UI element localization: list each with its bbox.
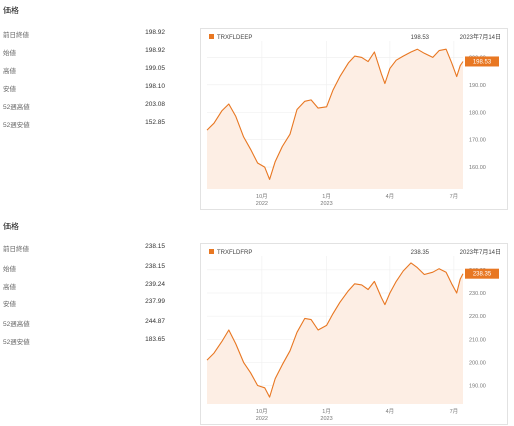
stat-label: 52週高値: [3, 104, 30, 111]
price-panel-1: 価格 前日終値 198.92 始値 198.92 高値 199.05 安値 19…: [3, 6, 508, 210]
current-price-tag: [465, 268, 499, 279]
y-tick-label: 190.00: [469, 384, 486, 390]
stat-value: 198.92: [145, 47, 165, 54]
stat-label: 高値: [3, 68, 16, 75]
x-tick-year: 2022: [256, 416, 268, 422]
y-tick-label: 230.00: [469, 291, 486, 297]
stat-value: 239.24: [145, 281, 165, 288]
section-title: 価格: [3, 222, 19, 231]
x-tick-month: 1月: [322, 193, 331, 200]
stat-row-prev-close: 前日終値 198.92: [3, 29, 165, 41]
x-tick-month: 4月: [386, 193, 395, 200]
stat-row-low: 安値 198.10: [3, 83, 165, 95]
stat-label: 始値: [3, 266, 16, 273]
stat-row-prev-close: 前日終値 238.15: [3, 243, 165, 255]
header-value: 198.53: [411, 35, 430, 41]
x-tick-year: 2022: [256, 201, 268, 207]
stat-row-52w-high: 52週高値 244.87: [3, 318, 165, 330]
y-tick-label: 220.00: [469, 314, 486, 320]
section-title: 価格: [3, 6, 19, 15]
stat-value: 183.65: [145, 336, 165, 343]
stat-label: 安値: [3, 301, 16, 308]
x-tick-year: 2023: [320, 201, 332, 207]
x-tick-month: 10月: [256, 408, 268, 415]
stat-label: 始値: [3, 50, 16, 57]
legend-label: TRXFLDEEP: [217, 35, 252, 41]
stat-row-open: 始値 238.15: [3, 263, 165, 275]
x-tick-month: 7月: [450, 408, 459, 415]
current-price-tag: [465, 56, 499, 67]
y-tick-label: 210.00: [469, 337, 486, 343]
stat-row-52w-low: 52週安値 152.85: [3, 119, 165, 131]
x-tick-month: 10月: [256, 193, 268, 200]
x-tick-month: 7月: [450, 193, 459, 200]
price-chart-svg[interactable]: 200.00190.00180.00170.00160.0010月20221月2…: [201, 29, 507, 209]
price-chart[interactable]: 200.00190.00180.00170.00160.0010月20221月2…: [200, 28, 508, 210]
stat-value: 198.10: [145, 83, 165, 90]
stat-value: 238.15: [145, 263, 165, 270]
legend-swatch: [209, 249, 214, 254]
stat-label: 52週高値: [3, 321, 30, 328]
series-area: [207, 262, 463, 404]
series-area: [207, 49, 463, 190]
current-price-label: 238.35: [473, 272, 492, 278]
stat-label: 前日終値: [3, 246, 29, 253]
y-tick-label: 190.00: [469, 83, 486, 89]
y-tick-label: 200.00: [469, 360, 486, 366]
stat-value: 244.87: [145, 318, 165, 325]
legend-swatch: [209, 34, 214, 39]
header-date: 2023年7月14日: [460, 33, 501, 41]
stat-label: 前日終値: [3, 32, 29, 39]
series-line: [206, 48, 464, 180]
legend-label: TRXFLDFRP: [217, 250, 252, 256]
price-panel-2: 価格 前日終値 238.15 始値 238.15 高値 239.24 安値 23…: [0, 213, 514, 426]
current-price-label: 198.53: [473, 59, 492, 65]
stat-label: 52週安値: [3, 122, 30, 129]
stat-row-52w-low: 52週安値 183.65: [3, 336, 165, 348]
header-value: 238.35: [411, 250, 430, 256]
stat-value: 152.85: [145, 119, 165, 126]
x-tick-month: 4月: [386, 408, 395, 415]
stat-label: 52週安値: [3, 339, 30, 346]
stat-value: 199.05: [145, 65, 165, 72]
stat-row-open: 始値 198.92: [3, 47, 165, 59]
stat-label: 安値: [3, 86, 16, 93]
stat-value: 198.92: [145, 29, 165, 36]
stat-label: 高値: [3, 284, 16, 291]
x-tick-year: 2023: [320, 416, 332, 422]
stat-row-high: 高値 199.05: [3, 65, 165, 77]
header-date: 2023年7月14日: [460, 248, 501, 256]
price-chart[interactable]: 240.00230.00220.00210.00200.00190.0010月2…: [200, 243, 508, 425]
price-chart-svg[interactable]: 240.00230.00220.00210.00200.00190.0010月2…: [201, 244, 507, 424]
y-tick-label: 170.00: [469, 138, 486, 144]
stat-value: 238.15: [145, 243, 165, 250]
y-tick-label: 180.00: [469, 110, 486, 116]
x-tick-month: 1月: [322, 408, 331, 415]
stat-row-low: 安値 237.99: [3, 298, 165, 310]
stat-row-high: 高値 239.24: [3, 281, 165, 293]
stat-value: 237.99: [145, 298, 165, 305]
y-tick-label: 160.00: [469, 165, 486, 171]
stat-value: 203.08: [145, 101, 165, 108]
stat-row-52w-high: 52週高値 203.08: [3, 101, 165, 113]
series-line: [206, 262, 464, 398]
